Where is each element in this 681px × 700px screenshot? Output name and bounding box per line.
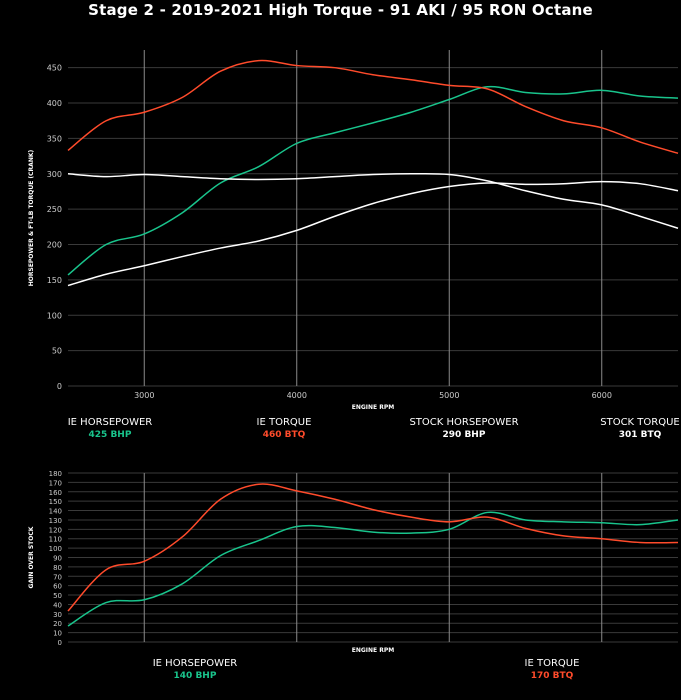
legend-label: IE TORQUE (524, 658, 580, 669)
legend-ie-horsepower: IE HORSEPOWER 425 BHP (55, 416, 165, 442)
legend-label: IE HORSEPOWER (152, 658, 238, 669)
legend-value: 460 BTQ (262, 430, 306, 440)
legend-ie-horsepower-gain: IE HORSEPOWER 140 BHP (140, 657, 250, 683)
y-axis-label: HORSEPOWER & FT-LB TORQUE (CRANK) (28, 150, 35, 287)
series-line-ie-torque (67, 59, 679, 154)
series-line-ie-horsepower-gain (67, 511, 679, 627)
y-tick-label: 450 (47, 64, 62, 73)
y-tick-label: 150 (47, 276, 62, 285)
y-tick-label: 30 (53, 611, 62, 619)
x-axis-label: ENGINE RPM (352, 647, 395, 654)
legend-value: 290 BHP (442, 430, 486, 440)
x-tick-label: 3000 (134, 391, 154, 400)
x-tick-label: 6000 (592, 391, 612, 400)
y-tick-label: 400 (47, 99, 62, 108)
x-axis-label: ENGINE RPM (352, 404, 395, 411)
y-tick-label: 60 (53, 583, 62, 591)
y-tick-label: 0 (58, 639, 62, 647)
y-tick-label: 170 (49, 479, 62, 487)
legend-stock-torque: STOCK TORQUE 301 BTQ (590, 416, 681, 442)
y-tick-label: 130 (49, 517, 62, 525)
x-tick-label: 5000 (439, 391, 459, 400)
y-tick-label: 80 (53, 564, 62, 572)
y-tick-label: 40 (53, 601, 62, 609)
series-line-stock-horsepower (67, 180, 679, 287)
y-tick-label: 50 (53, 592, 62, 600)
series-line-stock-torque (67, 172, 679, 229)
top-chart: 0 50 100 150 200 250 300 350 400 450 3000 4000 5000 6… (28, 50, 679, 411)
legend-value: 425 BHP (88, 430, 132, 440)
chart-title: Stage 2 - 2019-2021 High Torque - 91 AKI… (88, 1, 593, 19)
y-tick-label: 160 (49, 489, 62, 497)
y-axis-label: GAIN OVER STOCK (28, 526, 35, 588)
y-tick-label: 150 (49, 498, 62, 506)
series-line-ie-torque-gain (67, 483, 679, 612)
y-tick-label: 180 (49, 470, 62, 478)
legend-ie-torque-gain: IE TORQUE 170 BTQ (507, 657, 597, 683)
y-tick-label: 0 (57, 382, 62, 391)
legend-stock-horsepower: STOCK HORSEPOWER 290 BHP (404, 416, 524, 442)
y-tick-label: 200 (47, 241, 62, 250)
y-tick-label: 350 (47, 134, 62, 143)
legend-value: 301 BTQ (618, 430, 662, 440)
legend-value: 170 BTQ (530, 671, 574, 681)
y-tick-label: 110 (49, 536, 62, 544)
series-line-ie-horsepower (67, 85, 679, 276)
y-tick-label: 90 (53, 555, 62, 563)
legend-label: IE HORSEPOWER (67, 417, 153, 428)
y-tick-label: 300 (47, 170, 62, 179)
y-tick-label: 120 (49, 526, 62, 534)
legend-value: 140 BHP (173, 671, 217, 681)
y-tick-label: 10 (53, 630, 62, 638)
legend-ie-torque: IE TORQUE 460 BTQ (239, 416, 329, 442)
y-tick-label: 250 (47, 205, 62, 214)
legend-label: IE TORQUE (256, 417, 312, 428)
x-tick-label: 4000 (287, 391, 307, 400)
y-tick-label: 50 (52, 347, 62, 356)
legend-label: STOCK HORSEPOWER (409, 417, 519, 428)
y-tick-label: 70 (53, 573, 62, 581)
legend-label: STOCK TORQUE (600, 417, 680, 428)
y-tick-label: 100 (47, 311, 62, 320)
y-tick-label: 140 (49, 508, 62, 516)
y-tick-label: 20 (53, 620, 62, 628)
y-tick-label: 100 (49, 545, 62, 553)
